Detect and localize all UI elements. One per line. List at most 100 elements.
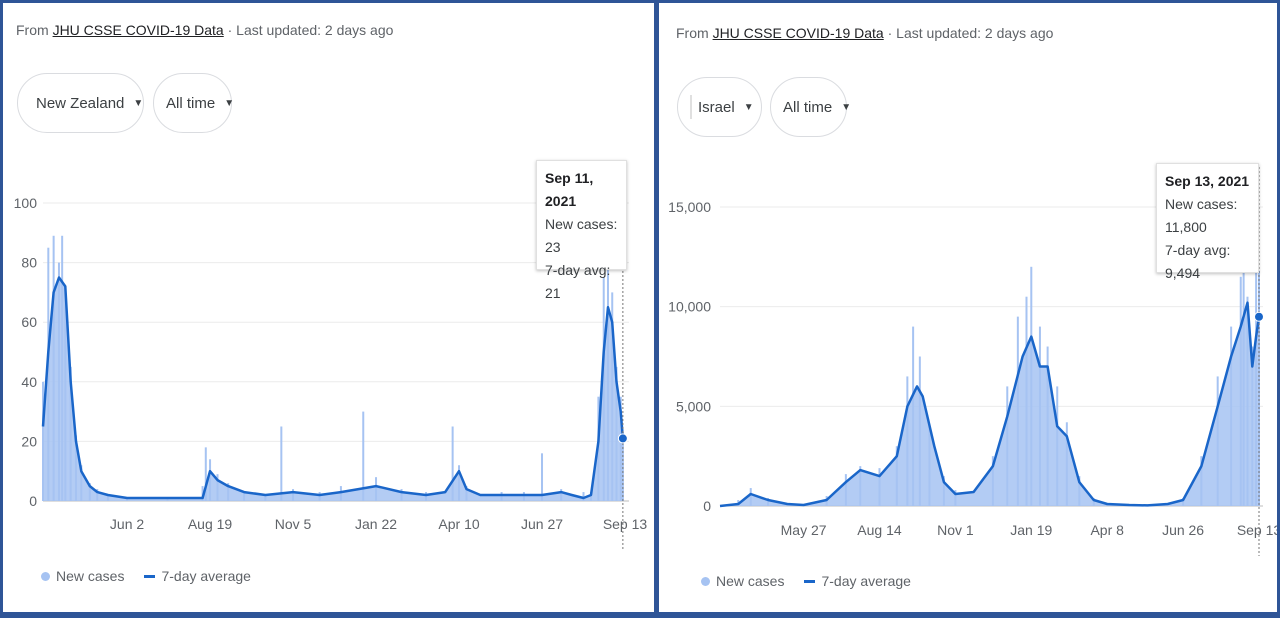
hover-point[interactable] <box>617 433 628 444</box>
source-link[interactable]: JHU CSSE COVID-19 Data <box>712 25 884 41</box>
y-tick-label: 80 <box>21 255 37 271</box>
source-line: From JHU CSSE COVID-19 Data · Last updat… <box>676 25 1053 41</box>
new-cases-bar <box>1016 316 1019 506</box>
tooltip-avg: 7-day avg: 9,494 <box>1165 242 1231 281</box>
chart-tooltip: Sep 13, 2021 New cases: 11,800 7-day avg… <box>1156 163 1259 281</box>
x-tick-label: Nov 1 <box>937 522 974 538</box>
new-cases-bar <box>96 489 99 501</box>
tooltip-date: Sep 13, 2021 <box>1165 173 1250 189</box>
new-cases-bar <box>458 465 461 501</box>
legend-new-cases: New cases <box>716 573 785 589</box>
x-tick-label: Apr 8 <box>1090 522 1124 538</box>
new-cases-bar <box>615 366 618 501</box>
source-prefix: From <box>16 22 49 38</box>
legend-7-day-average: 7-day average <box>821 573 911 589</box>
x-tick-label: Jan 19 <box>1010 522 1052 538</box>
chart-legend: New cases 7-day average <box>701 573 911 589</box>
hover-point[interactable] <box>1254 311 1264 322</box>
new-cases-bar <box>500 492 503 501</box>
legend-bar-swatch <box>701 576 710 586</box>
new-cases-bar <box>451 426 454 501</box>
new-cases-bar <box>912 326 915 506</box>
chart-legend: New cases 7-day average <box>41 568 251 584</box>
range-label: All time <box>783 98 833 116</box>
x-tick-label: Jun 27 <box>521 516 563 532</box>
seven-day-average-line <box>719 301 1261 508</box>
new-cases-bar <box>80 465 83 501</box>
new-cases-area <box>43 277 623 501</box>
israel-flag-icon: ✡ <box>690 95 692 119</box>
new-cases-bar <box>1030 266 1033 506</box>
new-cases-bar <box>88 483 91 501</box>
new-cases-bar <box>942 476 945 506</box>
source-line: From JHU CSSE COVID-19 Data · Last updat… <box>16 22 393 38</box>
source-prefix: From <box>676 25 709 41</box>
new-cases-bar <box>292 489 295 501</box>
x-tick-label: Aug 14 <box>857 522 902 538</box>
tooltip-new-cases: New cases: 11,800 <box>1165 196 1238 235</box>
new-cases-bar <box>1239 276 1242 506</box>
legend-7-day-average: 7-day average <box>161 568 251 584</box>
y-tick-label: 20 <box>21 433 37 449</box>
chevron-down-icon: ▼ <box>743 101 754 113</box>
new-cases-bar <box>1038 326 1041 506</box>
new-cases-bar <box>991 456 994 506</box>
new-cases-bar <box>339 486 342 501</box>
new-cases-bar <box>227 483 230 501</box>
new-cases-bar <box>582 492 585 501</box>
x-tick-label: Aug 19 <box>188 516 233 532</box>
chart-panel-new-zealand: From JHU CSSE COVID-19 Data · Last updat… <box>3 3 654 612</box>
new-cases-bar <box>1242 236 1245 506</box>
tooltip-new-cases: New cases: 23 <box>545 216 618 255</box>
new-cases-bar <box>1182 498 1185 506</box>
new-cases-bar <box>264 495 267 501</box>
new-cases-bar <box>749 488 752 506</box>
new-cases-bar <box>928 426 931 506</box>
new-cases-bar <box>69 366 72 501</box>
new-cases-bar <box>209 459 212 501</box>
new-cases-bar <box>52 235 55 501</box>
new-cases-bar <box>318 492 321 501</box>
cases-chart-israel: 0 5,000 10,000 15,000 May 27 Aug 14 Nov 1 Jan 1… <box>668 167 1277 556</box>
range-select[interactable]: All time ▼ <box>153 73 234 133</box>
new-cases-bar <box>1092 498 1095 506</box>
chart-tooltip: Sep 11, 2021 New cases: 23 7-day avg: 21 <box>536 160 627 301</box>
new-cases-bar <box>61 235 64 501</box>
country-select[interactable]: New Zealand ▼ <box>17 73 144 133</box>
range-select[interactable]: All time ▼ <box>770 77 851 137</box>
new-cases-bar <box>621 432 624 501</box>
new-cases-bar <box>106 495 109 501</box>
new-cases-bar <box>859 466 862 506</box>
x-tick-label: Nov 5 <box>275 516 312 532</box>
country-label: Israel <box>698 98 735 116</box>
y-tick-label: 5,000 <box>676 398 711 414</box>
source-link[interactable]: JHU CSSE COVID-19 Data <box>52 22 224 38</box>
new-cases-bar <box>611 292 614 501</box>
new-cases-bar <box>465 486 468 501</box>
country-select[interactable]: ✡ Israel ▼ <box>677 77 762 137</box>
new-cases-bar <box>425 492 428 501</box>
new-cases-bar <box>560 489 563 501</box>
tooltip-avg: 7-day avg: 21 <box>545 262 611 301</box>
chevron-down-icon: ▼ <box>133 97 144 109</box>
new-cases-bar <box>589 492 592 501</box>
chart-panel-israel: From JHU CSSE COVID-19 Data · Last updat… <box>659 3 1277 612</box>
x-tick-label: Jan 22 <box>355 516 397 532</box>
new-cases-bar <box>1200 456 1203 506</box>
new-cases-bar <box>280 426 283 501</box>
new-cases-bar <box>878 468 881 506</box>
y-tick-label: 0 <box>703 498 711 514</box>
legend-line-swatch <box>144 574 156 578</box>
new-cases-bar <box>1216 376 1219 506</box>
new-cases-bar <box>74 435 77 501</box>
new-cases-bar <box>57 262 60 501</box>
country-label: New Zealand <box>36 94 125 112</box>
y-tick-label: 60 <box>21 314 37 330</box>
legend-bar-swatch <box>41 571 50 581</box>
new-cases-bar <box>906 376 909 506</box>
seven-day-average-line <box>41 276 625 500</box>
cases-chart-new-zealand: 0 20 40 60 80 100 Jun 2 Aug 19 Nov 5 Jan 22 Apr 10… <box>14 163 647 551</box>
last-updated: · Last updated: 2 days ago <box>887 25 1054 41</box>
range-label: All time <box>166 94 216 112</box>
chevron-down-icon: ▼ <box>841 101 852 113</box>
